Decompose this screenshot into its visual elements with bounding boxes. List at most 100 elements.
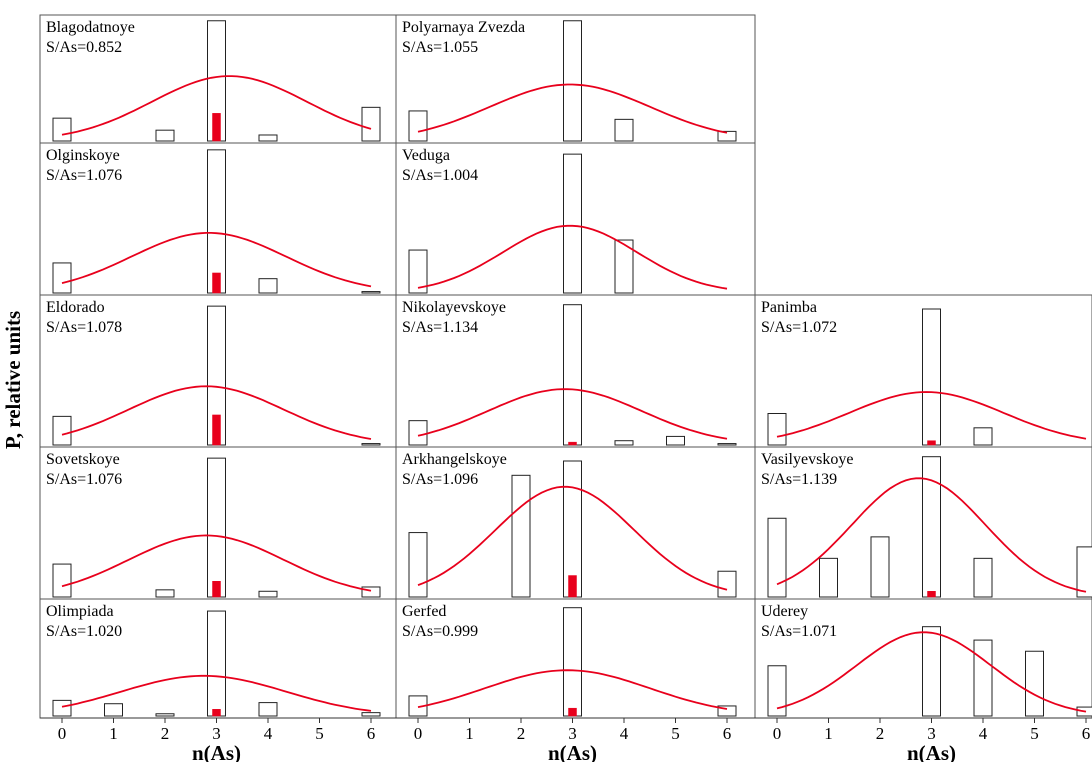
panel-title: Panimba <box>761 299 817 316</box>
x-tick-label: 5 <box>671 724 680 743</box>
histogram-bar <box>52 117 72 142</box>
x-tick-label: 3 <box>212 724 221 743</box>
distribution-curve <box>61 534 372 592</box>
x-tick-label: 0 <box>58 724 67 743</box>
histogram-bar <box>511 474 531 598</box>
x-axis-label: n(As) <box>907 741 956 762</box>
distribution-curve <box>417 224 728 290</box>
x-axis-label: n(As) <box>548 741 597 762</box>
red-bar <box>927 591 936 598</box>
histogram-bar <box>1025 650 1044 717</box>
x-axis-column-1: 0 1 2 3 4 5 6 n(As) <box>40 717 396 762</box>
panel-title: Arkhangelskoye <box>402 451 507 468</box>
panel-ratio-label: S/As=1.076 <box>46 471 122 488</box>
histogram-bar <box>563 304 582 446</box>
red-bar <box>212 113 221 142</box>
histogram-bar <box>614 239 634 294</box>
histogram-bar <box>819 557 838 598</box>
distribution-curve <box>61 75 372 136</box>
panel-vasilyevskoye: Vasilyevskoye S/As=1.139 <box>754 446 1092 600</box>
x-tick-label: 2 <box>517 724 526 743</box>
histogram-bar <box>104 703 123 717</box>
x-tick-label: 3 <box>568 724 577 743</box>
histogram-bar <box>973 557 993 598</box>
panel-title: Eldorado <box>46 299 105 316</box>
x-axis-label: n(As) <box>192 741 241 762</box>
histogram-bar <box>717 705 737 717</box>
panel-ratio-label: S/As=1.020 <box>46 623 122 640</box>
panel-title: Nikolayevskoye <box>402 299 506 316</box>
red-bar <box>927 440 936 446</box>
red-bar <box>212 581 221 598</box>
histogram-bar <box>1076 546 1092 598</box>
panel-ratio-label: S/As=1.096 <box>402 471 478 488</box>
distribution-curve <box>776 477 1087 593</box>
histogram-bar <box>258 590 278 598</box>
red-bar <box>568 707 577 717</box>
panel-title: Olginskoye <box>46 147 120 164</box>
x-tick-label: 5 <box>1030 724 1039 743</box>
x-tick-label: 5 <box>315 724 324 743</box>
distribution-curve <box>61 232 372 288</box>
panel-ratio-label: S/As=1.071 <box>761 623 837 640</box>
panel-title: Vasilyevskoye <box>761 451 853 468</box>
panel-gerfed: Gerfed S/As=0.999 <box>395 598 756 719</box>
red-bar <box>568 575 577 598</box>
x-tick-label: 4 <box>264 724 273 743</box>
panel-title: Veduga <box>402 147 450 164</box>
histogram-bar <box>52 415 72 446</box>
panel-uderey: Uderey S/As=1.071 <box>754 598 1092 719</box>
histogram-bar <box>155 589 175 598</box>
histogram-bar <box>614 118 634 142</box>
x-tick-label: 4 <box>979 724 988 743</box>
red-bar <box>212 414 221 446</box>
histogram-bar <box>258 702 278 717</box>
panel-ratio-label: S/As=1.134 <box>402 319 478 336</box>
histogram-bar <box>408 420 428 446</box>
histogram-bar <box>922 456 941 598</box>
histogram-bar <box>361 586 381 598</box>
x-tick-label: 1 <box>465 724 474 743</box>
histogram-bar <box>717 443 737 446</box>
panel-title: Olimpiada <box>46 603 114 620</box>
histogram-bar <box>767 517 787 598</box>
x-tick-label: 6 <box>367 724 376 743</box>
histogram-bar <box>207 610 226 717</box>
panel-ratio-label: S/As=1.078 <box>46 319 122 336</box>
x-axis-layer: 0 1 2 3 4 5 6 n(As) 0 1 2 3 4 5 6 n(As) 0 1 2 3 4 5 6 n(As) <box>40 717 1092 762</box>
histogram-bar <box>258 278 278 294</box>
histogram-bar <box>767 413 787 446</box>
histogram-bar <box>408 249 428 294</box>
histogram-bar <box>563 20 582 142</box>
histogram-bar <box>361 291 381 294</box>
red-bar <box>568 441 577 446</box>
histogram-bar <box>52 262 72 294</box>
distribution-curve <box>776 631 1087 713</box>
histogram-bar <box>361 712 381 717</box>
panel-eldorado: Eldorado S/As=1.078 <box>39 294 397 448</box>
histogram-bar <box>563 153 582 294</box>
histogram-bar <box>870 536 890 598</box>
panel-title: Blagodatnoye <box>46 19 135 36</box>
distribution-curve <box>61 674 372 712</box>
distribution-curve <box>776 391 1087 440</box>
histogram-bar <box>614 440 634 446</box>
y-axis-label: P, relative units <box>1 311 25 449</box>
panel-title: Uderey <box>761 603 808 620</box>
x-tick-label: 6 <box>1082 724 1091 743</box>
histogram-bar <box>563 607 582 717</box>
distribution-curve <box>61 385 372 440</box>
x-tick-label: 0 <box>773 724 782 743</box>
x-tick-label: 2 <box>161 724 170 743</box>
x-axis-column-2: 0 1 2 3 4 5 6 n(As) <box>396 717 755 762</box>
histogram-bar <box>666 435 685 446</box>
panel-ratio-label: S/As=1.004 <box>402 167 478 184</box>
panel-ratio-label: S/As=1.072 <box>761 319 837 336</box>
histogram-bar <box>408 532 428 598</box>
panel-olimpiada: Olimpiada S/As=1.020 <box>39 598 397 719</box>
panel-title: Polyarnaya Zvezda <box>402 19 525 36</box>
histogram-bar <box>361 443 381 446</box>
x-tick-label: 1 <box>109 724 118 743</box>
x-tick-label: 1 <box>824 724 833 743</box>
